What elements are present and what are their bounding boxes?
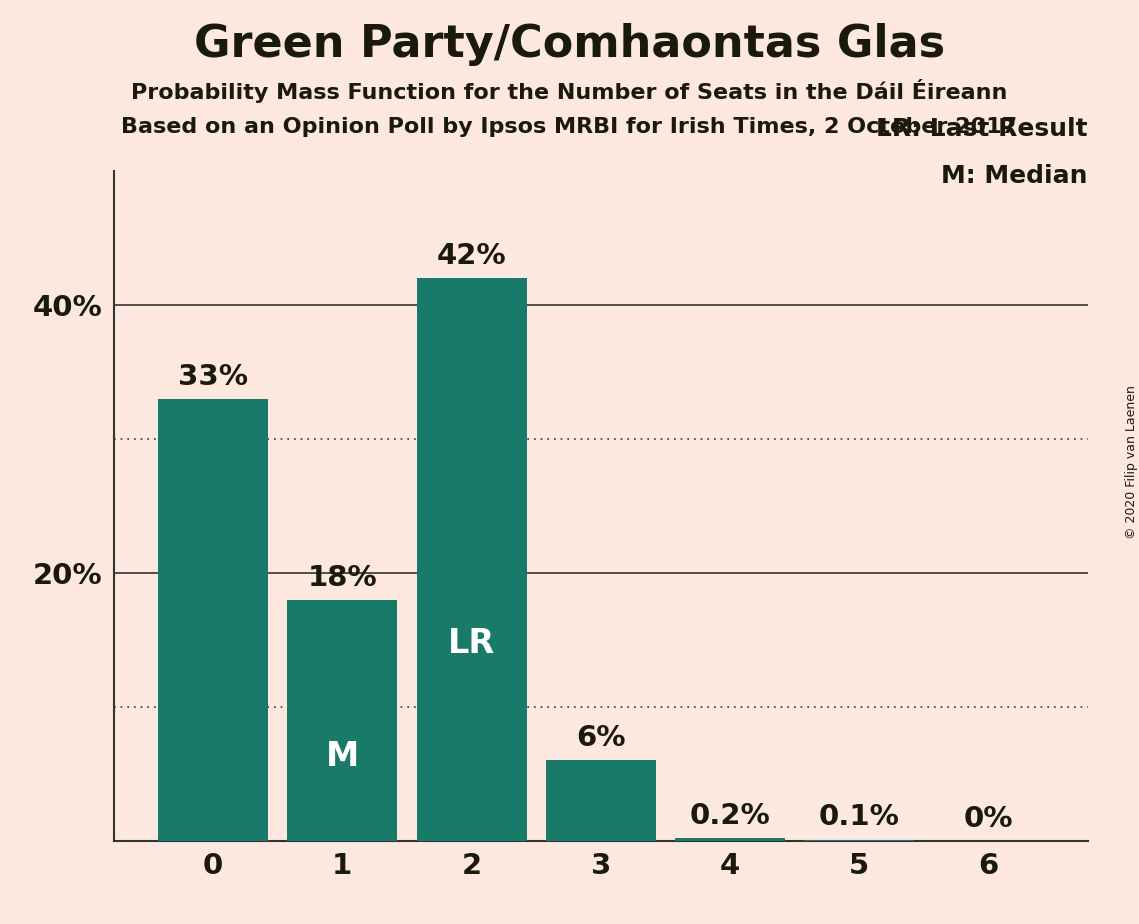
Bar — [158, 399, 268, 841]
Text: 33%: 33% — [178, 362, 248, 391]
Bar — [804, 840, 915, 841]
Text: 6%: 6% — [576, 724, 625, 752]
Bar — [675, 838, 785, 841]
Text: Based on an Opinion Poll by Ipsos MRBI for Irish Times, 2 October 2017: Based on an Opinion Poll by Ipsos MRBI f… — [122, 117, 1017, 138]
Text: 42%: 42% — [436, 242, 507, 270]
Text: LR: Last Result: LR: Last Result — [876, 117, 1088, 141]
Text: 0.2%: 0.2% — [690, 802, 770, 830]
Text: M: Median: M: Median — [941, 164, 1088, 188]
Bar — [546, 760, 656, 841]
Text: 18%: 18% — [308, 564, 377, 591]
Text: © 2020 Filip van Laenen: © 2020 Filip van Laenen — [1124, 385, 1138, 539]
Text: M: M — [326, 740, 359, 773]
Text: LR: LR — [448, 627, 495, 661]
Text: Green Party/Comhaontas Glas: Green Party/Comhaontas Glas — [194, 23, 945, 67]
Text: 0%: 0% — [964, 805, 1014, 833]
Bar — [417, 278, 526, 841]
Text: Probability Mass Function for the Number of Seats in the Dáil Éireann: Probability Mass Function for the Number… — [131, 79, 1008, 103]
Text: 0.1%: 0.1% — [819, 804, 900, 832]
Bar — [287, 600, 398, 841]
